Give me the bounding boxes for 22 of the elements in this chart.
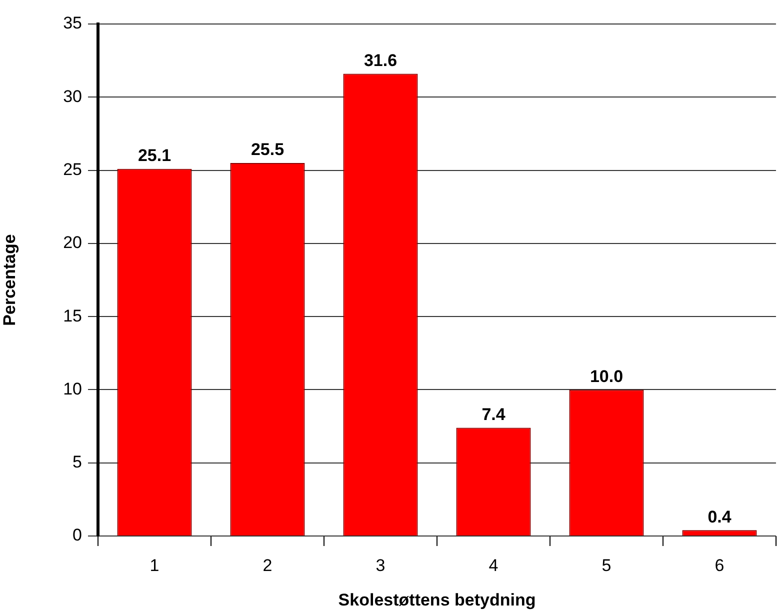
data-label: 7.4 <box>482 404 506 424</box>
x-tick-label: 5 <box>602 556 612 575</box>
data-label: 10.0 <box>590 366 624 386</box>
y-tick-label: 10 <box>63 379 82 398</box>
y-tick-label: 0 <box>72 526 82 545</box>
data-label: 25.1 <box>138 146 172 166</box>
x-tick-label: 3 <box>376 556 386 575</box>
y-axis-title: Percentage <box>0 234 19 326</box>
y-tick-label: 15 <box>63 306 82 326</box>
y-tick-label: 5 <box>72 452 82 472</box>
y-tick-label: 20 <box>63 233 82 252</box>
y-tick-label: 35 <box>63 14 82 33</box>
data-label: 0.4 <box>708 507 732 526</box>
data-label: 25.5 <box>250 140 284 160</box>
x-axis-title: Skolestøttens betydning <box>338 590 536 610</box>
x-tick-label: 2 <box>262 556 272 575</box>
y-tick-label: 30 <box>63 86 82 106</box>
x-tick-label: 6 <box>714 556 724 575</box>
data-label: 31.6 <box>364 50 398 70</box>
x-tick-label: 1 <box>150 556 160 575</box>
y-tick-label: 25 <box>63 160 82 179</box>
x-tick-label: 4 <box>488 556 498 575</box>
